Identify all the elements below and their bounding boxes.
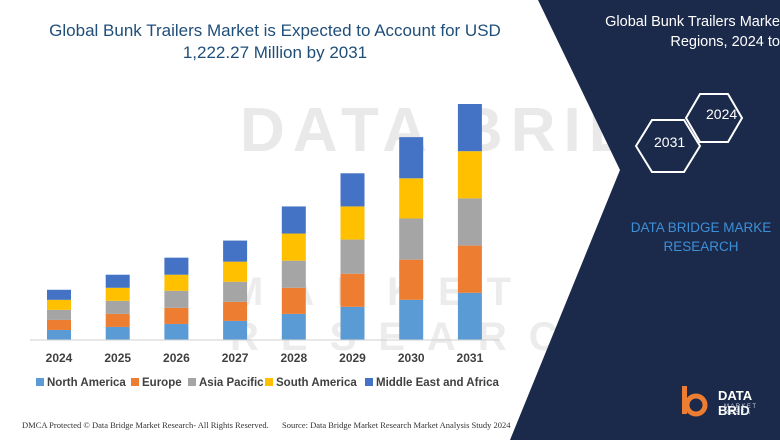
bar-2028-europe [281, 287, 306, 314]
x-tick-label-2027: 2027 [222, 351, 249, 365]
right-panel [510, 0, 780, 440]
bar-2030-europe [399, 259, 424, 300]
legend-swatch-middle-east-and-africa [365, 378, 373, 386]
bar-2029-asia-pacific [340, 239, 365, 274]
bar-2026-north-america [164, 323, 189, 340]
bar-2025-north-america [105, 326, 130, 340]
bar-2024-asia-pacific [47, 309, 71, 320]
bar-2025-europe [105, 313, 130, 327]
bars-group [47, 104, 482, 340]
bar-2031-south-america [457, 151, 482, 199]
right-panel-background [510, 0, 780, 440]
bar-2029-south-america [340, 206, 365, 240]
x-tick-label-2028: 2028 [280, 351, 307, 365]
bar-2026-asia-pacific [164, 290, 189, 308]
bar-2030-north-america [399, 299, 424, 340]
bar-2029-europe [340, 273, 365, 307]
bar-2027-middle-east-and-africa [223, 240, 248, 262]
bar-2030-middle-east-and-africa [399, 137, 424, 179]
legend-label-europe: Europe [142, 377, 182, 389]
footer-copyright: DMCA Protected © Data Bridge Market Rese… [22, 420, 269, 430]
brand-line-1: DATA BRIDGE MARKE [630, 220, 772, 235]
panel-title: Global Bunk Trailers Marke Regions, 2024… [600, 12, 780, 52]
panel-title-line-2: Regions, 2024 to [670, 34, 780, 50]
brand-text: DATA BRIDGE MARKE RESEARCH [622, 218, 780, 256]
bar-2029-north-america [340, 306, 365, 340]
legend-label-south-america: South America [276, 377, 357, 389]
bar-2024-europe [47, 319, 71, 330]
bar-2026-middle-east-and-africa [164, 257, 189, 275]
x-tick-label-2030: 2030 [398, 351, 425, 365]
chart-title-line-2: 1,222.27 Million by 2031 [182, 43, 368, 62]
bar-2028-south-america [281, 233, 306, 261]
bar-2025-middle-east-and-africa [105, 274, 130, 288]
footer-source: Source: Data Bridge Market Research Mark… [282, 420, 511, 430]
bar-2030-south-america [399, 178, 424, 219]
x-tick-label-2026: 2026 [163, 351, 190, 365]
bar-2027-north-america [223, 320, 248, 340]
legend-label-north-america: North America [47, 377, 126, 389]
bar-2028-middle-east-and-africa [281, 206, 306, 234]
hexagon-2024 [684, 93, 744, 143]
x-tick-label-2024: 2024 [46, 351, 73, 365]
bar-2028-north-america [281, 313, 306, 340]
bar-2027-asia-pacific [223, 281, 248, 302]
x-tick-label-2025: 2025 [104, 351, 131, 365]
bar-2024-north-america [47, 329, 71, 340]
x-tick-label-2029: 2029 [339, 351, 366, 365]
logo-text: DATA BRID [718, 388, 752, 418]
hex-label-2031: 2031 [654, 134, 686, 150]
bar-2028-asia-pacific [281, 260, 306, 288]
x-tick-labels: 2024 2025 2026 2027 2028 2029 2030 2031 [46, 351, 484, 365]
chart-title: Global Bunk Trailers Market is Expected … [40, 20, 510, 64]
bar-2031-europe [457, 245, 482, 293]
bar-2031-middle-east-and-africa [457, 104, 482, 152]
bar-2026-south-america [164, 274, 189, 291]
legend-swatch-europe [131, 378, 139, 386]
logo-subtext: MARKET RESEA [724, 404, 758, 416]
legend: North America Europe Asia Pacific South Ame… [36, 377, 500, 389]
bar-2024-south-america [47, 299, 71, 310]
legend-swatch-south-america [265, 378, 273, 386]
bar-2031-north-america [457, 292, 482, 340]
hex-label-2024: 2024 [706, 106, 738, 122]
bar-2025-south-america [105, 287, 130, 301]
legend-swatch-north-america [36, 378, 44, 386]
brand-line-2: RESEARCH [663, 239, 739, 254]
chart-title-line-1: Global Bunk Trailers Market is Expected … [49, 21, 501, 40]
bar-2025-asia-pacific [105, 300, 130, 314]
bar-2031-asia-pacific [457, 198, 482, 246]
bar-2029-middle-east-and-africa [340, 173, 365, 207]
x-tick-label-2031: 2031 [457, 351, 484, 365]
bar-2026-europe [164, 307, 189, 324]
logo-mark [682, 386, 708, 417]
bar-2024-middle-east-and-africa [47, 289, 71, 300]
bar-2030-asia-pacific [399, 218, 424, 260]
panel-title-line-1: Global Bunk Trailers Marke [605, 14, 780, 30]
bar-2027-europe [223, 301, 248, 321]
legend-swatch-asia-pacific [188, 378, 196, 386]
bar-2027-south-america [223, 261, 248, 282]
legend-label-middle-east-and-africa: Middle East and Africa [376, 377, 500, 389]
legend-label-asia-pacific: Asia Pacific [199, 377, 264, 389]
hexagon-2031 [634, 119, 702, 173]
